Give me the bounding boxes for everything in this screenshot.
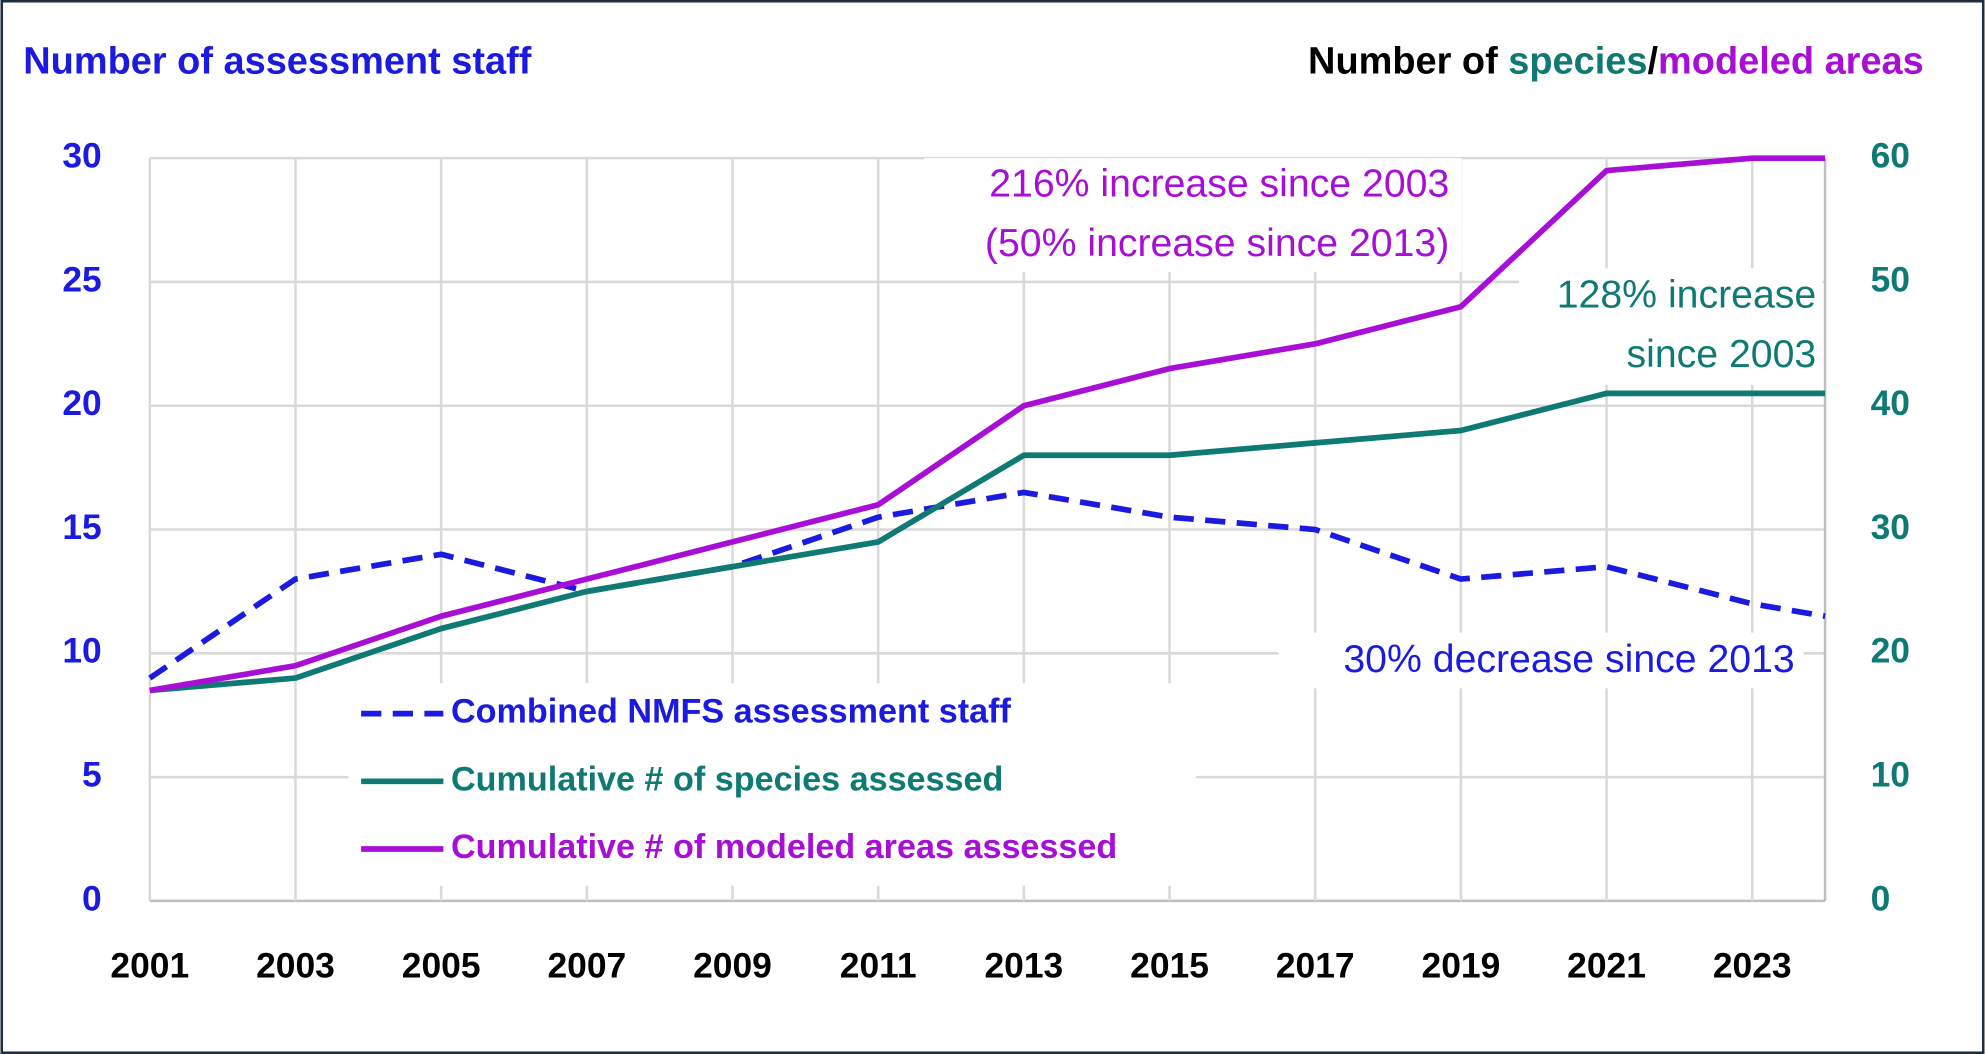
y-axis-title: Number of assessment staff [23, 40, 531, 82]
label-backing [1278, 632, 1804, 689]
y2-tick-label: 50 [1871, 259, 1910, 299]
x-tick-label: 2009 [693, 945, 772, 985]
y2-tick-label: 20 [1871, 631, 1910, 671]
y2-title-part: Number of [1308, 40, 1508, 82]
x-tick-label: 2017 [1276, 945, 1355, 985]
x-tick-label: 2011 [840, 945, 917, 985]
x-tick-label: 2021 [1567, 945, 1646, 985]
y2-tick-label: 60 [1871, 136, 1910, 176]
y2-tick-label: 0 [1871, 878, 1891, 918]
x-tick-label: 2007 [547, 945, 626, 985]
y2-title-part: modeled areas [1658, 40, 1924, 82]
annotation: 128% increase [1557, 273, 1816, 317]
y-tick-label: 0 [82, 878, 102, 918]
label-backing [924, 158, 1462, 273]
annotation: 30% decrease since 2013 [1343, 637, 1794, 681]
x-tick-label: 2013 [984, 945, 1063, 985]
y-tick-label: 5 [82, 754, 102, 794]
y-tick-label: 25 [62, 259, 101, 299]
series-line [149, 155, 1826, 694]
annotation: 216% increase since 2003 [989, 161, 1449, 205]
series-line [148, 489, 1826, 681]
x-tick-label: 2005 [402, 945, 481, 985]
annotation: (50% increase since 2013) [985, 221, 1449, 265]
y2-tick-label: 30 [1871, 507, 1910, 547]
x-tick-label: 2003 [256, 945, 335, 985]
legend-label: Cumulative # of species assessed [451, 760, 1003, 798]
y2-tick-label: 10 [1871, 754, 1910, 794]
annotation: since 2003 [1627, 332, 1817, 376]
x-tick-label: 2019 [1422, 945, 1501, 985]
legend-label: Cumulative # of modeled areas assessed [451, 828, 1117, 866]
label-backing [1518, 268, 1823, 385]
y-tick-label: 20 [62, 383, 101, 423]
y2-title-part: species [1508, 40, 1647, 82]
series-line [149, 390, 1826, 694]
y-tick-label: 15 [62, 507, 101, 547]
y2-title-part: / [1648, 40, 1659, 82]
x-tick-label: 2001 [110, 945, 189, 985]
y-tick-label: 30 [62, 136, 101, 176]
y2-tick-label: 40 [1871, 383, 1910, 423]
label-backing [348, 683, 1197, 886]
x-tick-label: 2015 [1130, 945, 1209, 985]
y2-axis-title: Number of species/modeled areas [1308, 40, 1924, 82]
legend-label: Combined NMFS assessment staff [451, 693, 1012, 731]
y-tick-label: 10 [62, 631, 101, 671]
x-tick-label: 2023 [1713, 945, 1792, 985]
